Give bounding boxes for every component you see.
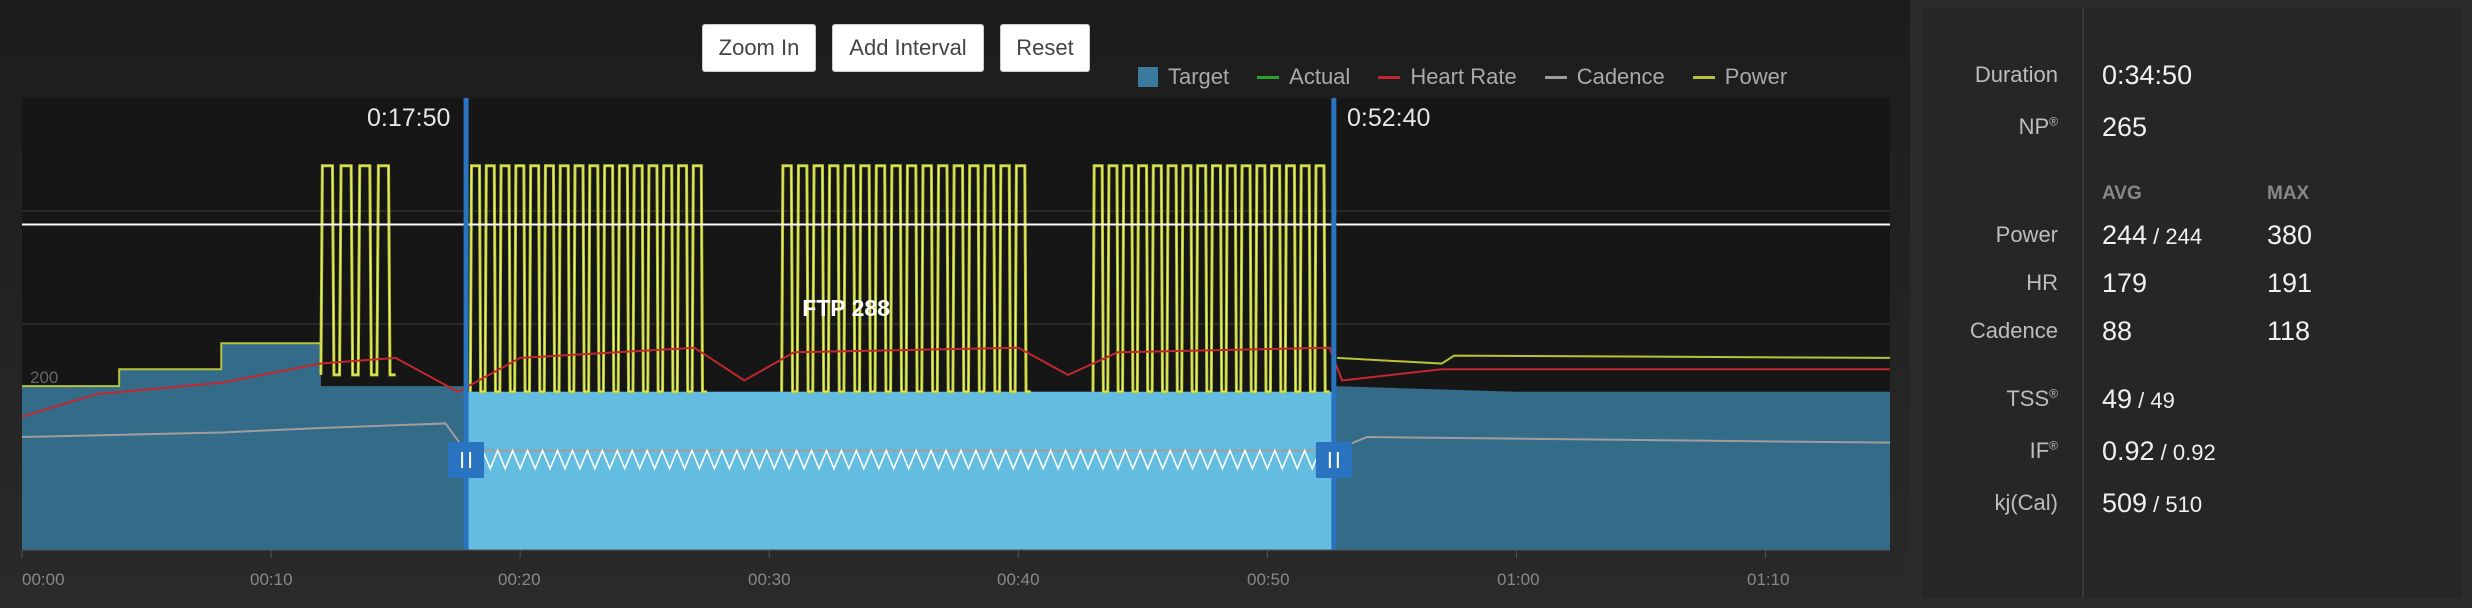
workout-chart[interactable]: [0, 0, 1910, 608]
power-swatch: [1692, 75, 1715, 79]
legend-item-heart-rate[interactable]: Heart Rate: [1378, 64, 1517, 90]
x-tick-label: 00:10: [250, 570, 293, 589]
power-avg-value: 244 / 244: [2102, 220, 2203, 250]
legend-actual-label: Actual: [1289, 64, 1351, 89]
power-effort-highlight: [469, 165, 707, 393]
x-tick-label: 00:00: [22, 570, 65, 589]
power-effort-highlight: [781, 165, 1031, 393]
selected-interval-area: [466, 391, 1334, 550]
duration-value: 0:34:50: [2102, 60, 2193, 90]
legend-target-label: Target: [1168, 64, 1230, 89]
x-tick-label: 01:00: [1497, 570, 1540, 589]
workout-chart-panel: Zoom In Add Interval Reset Target Actual…: [0, 0, 1910, 608]
max-column-header: MAX: [2267, 183, 2310, 204]
stats-divider: [2082, 8, 2084, 598]
hr-avg-value: 179: [2102, 268, 2148, 298]
y-tick-label: 200: [30, 368, 59, 387]
chart-legend: Target Actual Heart Rate Cadence Power: [1138, 62, 1815, 92]
cadence-max-value: 118: [2267, 316, 2311, 346]
power-label: Power: [1995, 222, 2058, 247]
tss-value: 49 / 49: [2102, 384, 2175, 414]
power-max-value: 380: [2267, 220, 2313, 250]
kj-label: kj(Cal): [1994, 490, 2058, 515]
power-cooldown-line: [1337, 354, 1891, 365]
x-tick-label: 00:20: [498, 570, 541, 589]
legend-cadence-label: Cadence: [1576, 64, 1665, 89]
actual-swatch: [1257, 75, 1280, 79]
np-label: NP®: [2018, 114, 2058, 139]
avg-column-header: AVG: [2102, 183, 2142, 204]
power-effort-highlight: [320, 165, 396, 376]
legend-item-target[interactable]: Target: [1138, 64, 1229, 90]
interval-end-handle[interactable]: [1315, 442, 1352, 478]
if-label: IF®: [2029, 438, 2058, 463]
interval-stats-panel: Duration 0:34:50 NP® 265 AVG MAX Power 2…: [1922, 8, 2462, 598]
ftp-label: FTP 288: [802, 295, 890, 321]
np-value: 265: [2102, 112, 2148, 142]
heart-rate-swatch: [1378, 75, 1401, 79]
legend-power-label: Power: [1724, 64, 1788, 89]
zoom-in-button[interactable]: Zoom In: [702, 24, 816, 72]
x-tick-label: 00:30: [748, 570, 791, 589]
cadence-avg-value: 88: [2102, 316, 2133, 346]
duration-label: Duration: [1974, 62, 2058, 87]
x-tick-label: 00:40: [997, 570, 1040, 589]
if-value: 0.92 / 0.92: [2102, 436, 2216, 466]
cadence-line: [21, 422, 1891, 452]
power-warmup-line: [22, 342, 321, 388]
target-swatch: [1138, 67, 1158, 87]
cadence-interval-line: [467, 448, 1336, 471]
kj-value: 509 / 510: [2102, 488, 2203, 518]
x-tick-label: 00:50: [1247, 570, 1290, 589]
legend-item-power[interactable]: Power: [1692, 64, 1788, 90]
x-tick-label: 01:10: [1747, 570, 1790, 589]
interval-start-handle[interactable]: [448, 442, 485, 478]
cadence-swatch: [1544, 75, 1567, 79]
add-interval-button[interactable]: Add Interval: [832, 24, 984, 72]
cadence-label: Cadence: [1969, 318, 2058, 343]
hr-label: HR: [2026, 270, 2058, 295]
tss-label: TSS®: [2006, 386, 2058, 411]
reset-button[interactable]: Reset: [1000, 24, 1090, 72]
hr-max-value: 191: [2267, 268, 2313, 298]
power-effort-highlight: [1092, 165, 1330, 393]
interval-start-label: 0:17:50: [367, 104, 451, 132]
interval-end-label: 0:52:40: [1347, 104, 1431, 132]
legend-heart-rate-label: Heart Rate: [1410, 64, 1517, 89]
legend-item-actual[interactable]: Actual: [1257, 64, 1350, 90]
legend-item-cadence[interactable]: Cadence: [1544, 64, 1665, 90]
